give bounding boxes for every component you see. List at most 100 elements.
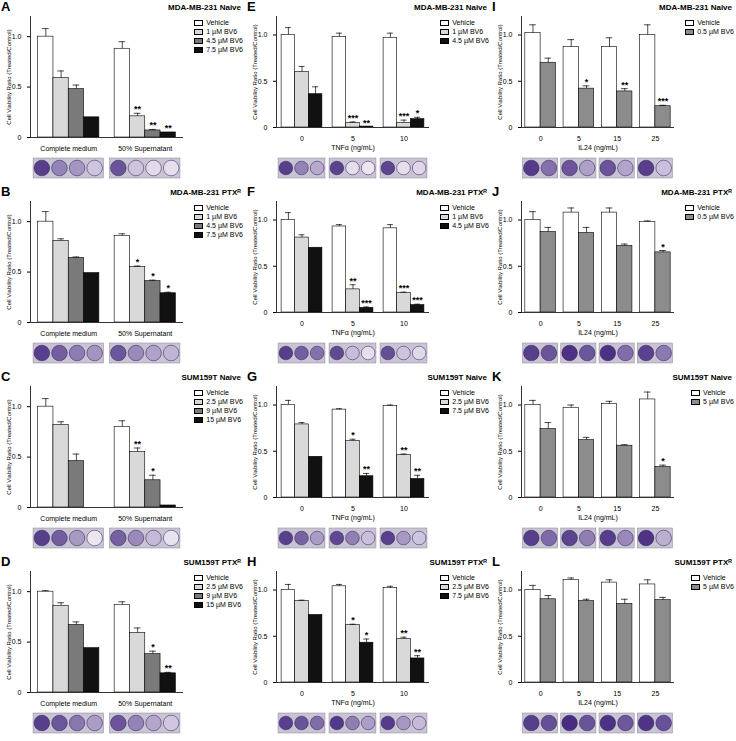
svg-text:0: 0 xyxy=(300,505,304,512)
svg-text:**: ** xyxy=(349,276,357,286)
svg-text:1.0: 1.0 xyxy=(503,586,513,593)
svg-text:Cell Viability Ratio (Treated/: Cell Viability Ratio (Treated/Control) xyxy=(497,209,503,304)
svg-text:1.0: 1.0 xyxy=(12,218,22,225)
svg-text:Cell Viability Ratio (Treated/: Cell Viability Ratio (Treated/Control) xyxy=(252,579,258,674)
svg-text:*: * xyxy=(151,466,155,476)
svg-text:0.5: 0.5 xyxy=(503,447,513,454)
svg-text:***: *** xyxy=(399,111,410,121)
svg-text:1.0: 1.0 xyxy=(503,401,513,408)
svg-text:**: ** xyxy=(149,120,157,130)
svg-text:Complete medium: Complete medium xyxy=(40,145,97,153)
svg-text:0.5: 0.5 xyxy=(12,268,22,275)
svg-text:**: ** xyxy=(363,464,371,474)
svg-text:TNFα (ng/mL): TNFα (ng/mL) xyxy=(331,144,375,152)
svg-text:*: * xyxy=(351,615,355,625)
svg-text:*: * xyxy=(661,242,665,252)
svg-text:0.5: 0.5 xyxy=(258,447,268,454)
svg-text:**: ** xyxy=(165,663,173,673)
svg-text:0: 0 xyxy=(539,505,543,512)
svg-text:1.0: 1.0 xyxy=(503,31,513,38)
svg-text:IL24 (ng/mL): IL24 (ng/mL) xyxy=(578,699,618,707)
svg-text:1.0: 1.0 xyxy=(12,33,22,40)
svg-text:1.0: 1.0 xyxy=(12,403,22,410)
svg-text:Cell Viability Ratio (Treated/: Cell Viability Ratio (Treated/Control) xyxy=(252,394,258,489)
svg-text:**: ** xyxy=(621,80,629,90)
svg-text:*: * xyxy=(151,271,155,281)
svg-text:TNFα (ng/mL): TNFα (ng/mL) xyxy=(331,329,375,337)
svg-text:0: 0 xyxy=(509,494,513,501)
svg-text:1.0: 1.0 xyxy=(12,588,22,595)
svg-text:0: 0 xyxy=(264,309,268,316)
svg-text:*: * xyxy=(365,630,369,640)
svg-text:TNFα (ng/mL): TNFα (ng/mL) xyxy=(331,699,375,707)
svg-text:**: ** xyxy=(134,104,142,114)
svg-text:0.5: 0.5 xyxy=(12,638,22,645)
svg-text:0.5: 0.5 xyxy=(258,632,268,639)
svg-text:50% Supernatant: 50% Supernatant xyxy=(118,145,172,153)
svg-text:***: *** xyxy=(361,298,372,308)
svg-text:1.0: 1.0 xyxy=(258,401,268,408)
svg-text:25: 25 xyxy=(651,690,659,697)
svg-text:**: ** xyxy=(165,123,173,133)
svg-text:10: 10 xyxy=(400,690,408,697)
svg-text:5: 5 xyxy=(351,505,355,512)
svg-text:10: 10 xyxy=(400,505,408,512)
svg-text:Cell Viability Ratio (Treated/: Cell Viability Ratio (Treated/Control) xyxy=(6,399,12,494)
svg-text:1.0: 1.0 xyxy=(258,586,268,593)
svg-text:**: ** xyxy=(414,466,422,476)
svg-text:50% Supernatant: 50% Supernatant xyxy=(118,515,172,523)
svg-text:0: 0 xyxy=(509,124,513,131)
svg-text:0: 0 xyxy=(300,135,304,142)
svg-text:Cell Viability Ratio (Treated/: Cell Viability Ratio (Treated/Control) xyxy=(6,584,12,679)
svg-text:0: 0 xyxy=(264,679,268,686)
svg-text:***: *** xyxy=(399,283,410,293)
svg-text:0.5: 0.5 xyxy=(503,632,513,639)
svg-text:*: * xyxy=(585,77,589,87)
svg-text:10: 10 xyxy=(400,320,408,327)
svg-text:15: 15 xyxy=(613,135,621,142)
svg-text:*: * xyxy=(166,283,170,293)
svg-text:5: 5 xyxy=(351,690,355,697)
svg-text:TNFα (ng/mL): TNFα (ng/mL) xyxy=(331,514,375,522)
svg-text:0: 0 xyxy=(509,679,513,686)
svg-text:0.5: 0.5 xyxy=(12,83,22,90)
svg-text:25: 25 xyxy=(651,135,659,142)
svg-text:***: *** xyxy=(658,96,669,106)
svg-text:15: 15 xyxy=(613,505,621,512)
svg-text:5: 5 xyxy=(351,320,355,327)
svg-text:***: *** xyxy=(348,113,359,123)
svg-text:25: 25 xyxy=(651,505,659,512)
svg-text:Complete medium: Complete medium xyxy=(40,515,97,523)
svg-text:Cell Viability Ratio (Treated/: Cell Viability Ratio (Treated/Control) xyxy=(497,579,503,674)
svg-text:Cell Viability Ratio (Treated/: Cell Viability Ratio (Treated/Control) xyxy=(6,214,12,309)
svg-text:5: 5 xyxy=(351,135,355,142)
svg-text:5: 5 xyxy=(577,690,581,697)
svg-text:0.5: 0.5 xyxy=(258,262,268,269)
svg-text:15: 15 xyxy=(613,320,621,327)
svg-text:15: 15 xyxy=(613,690,621,697)
svg-text:**: ** xyxy=(134,439,142,449)
svg-text:*: * xyxy=(136,257,140,267)
svg-text:Cell Viability Ratio (Treated/: Cell Viability Ratio (Treated/Control) xyxy=(252,209,258,304)
svg-text:50% Supernatant: 50% Supernatant xyxy=(118,330,172,338)
svg-text:0: 0 xyxy=(264,494,268,501)
svg-text:0.5: 0.5 xyxy=(12,453,22,460)
svg-text:Cell Viability Ratio (Treated/: Cell Viability Ratio (Treated/Control) xyxy=(6,29,12,124)
svg-text:*: * xyxy=(151,642,155,652)
svg-text:0.5: 0.5 xyxy=(258,77,268,84)
svg-text:0: 0 xyxy=(18,689,22,696)
svg-text:Cell Viability Ratio (Treated/: Cell Viability Ratio (Treated/Control) xyxy=(497,24,503,119)
svg-text:0.5: 0.5 xyxy=(503,262,513,269)
svg-text:0: 0 xyxy=(539,135,543,142)
svg-text:Complete medium: Complete medium xyxy=(40,700,97,708)
svg-text:10: 10 xyxy=(400,135,408,142)
svg-text:0: 0 xyxy=(18,134,22,141)
svg-text:1.0: 1.0 xyxy=(258,31,268,38)
svg-text:*: * xyxy=(661,456,665,466)
svg-text:*: * xyxy=(416,108,420,118)
svg-text:5: 5 xyxy=(577,505,581,512)
svg-text:0: 0 xyxy=(539,690,543,697)
svg-text:Cell Viability Ratio (Treated/: Cell Viability Ratio (Treated/Control) xyxy=(252,24,258,119)
svg-text:Complete medium: Complete medium xyxy=(40,330,97,338)
svg-text:IL24 (ng/mL): IL24 (ng/mL) xyxy=(578,144,618,152)
